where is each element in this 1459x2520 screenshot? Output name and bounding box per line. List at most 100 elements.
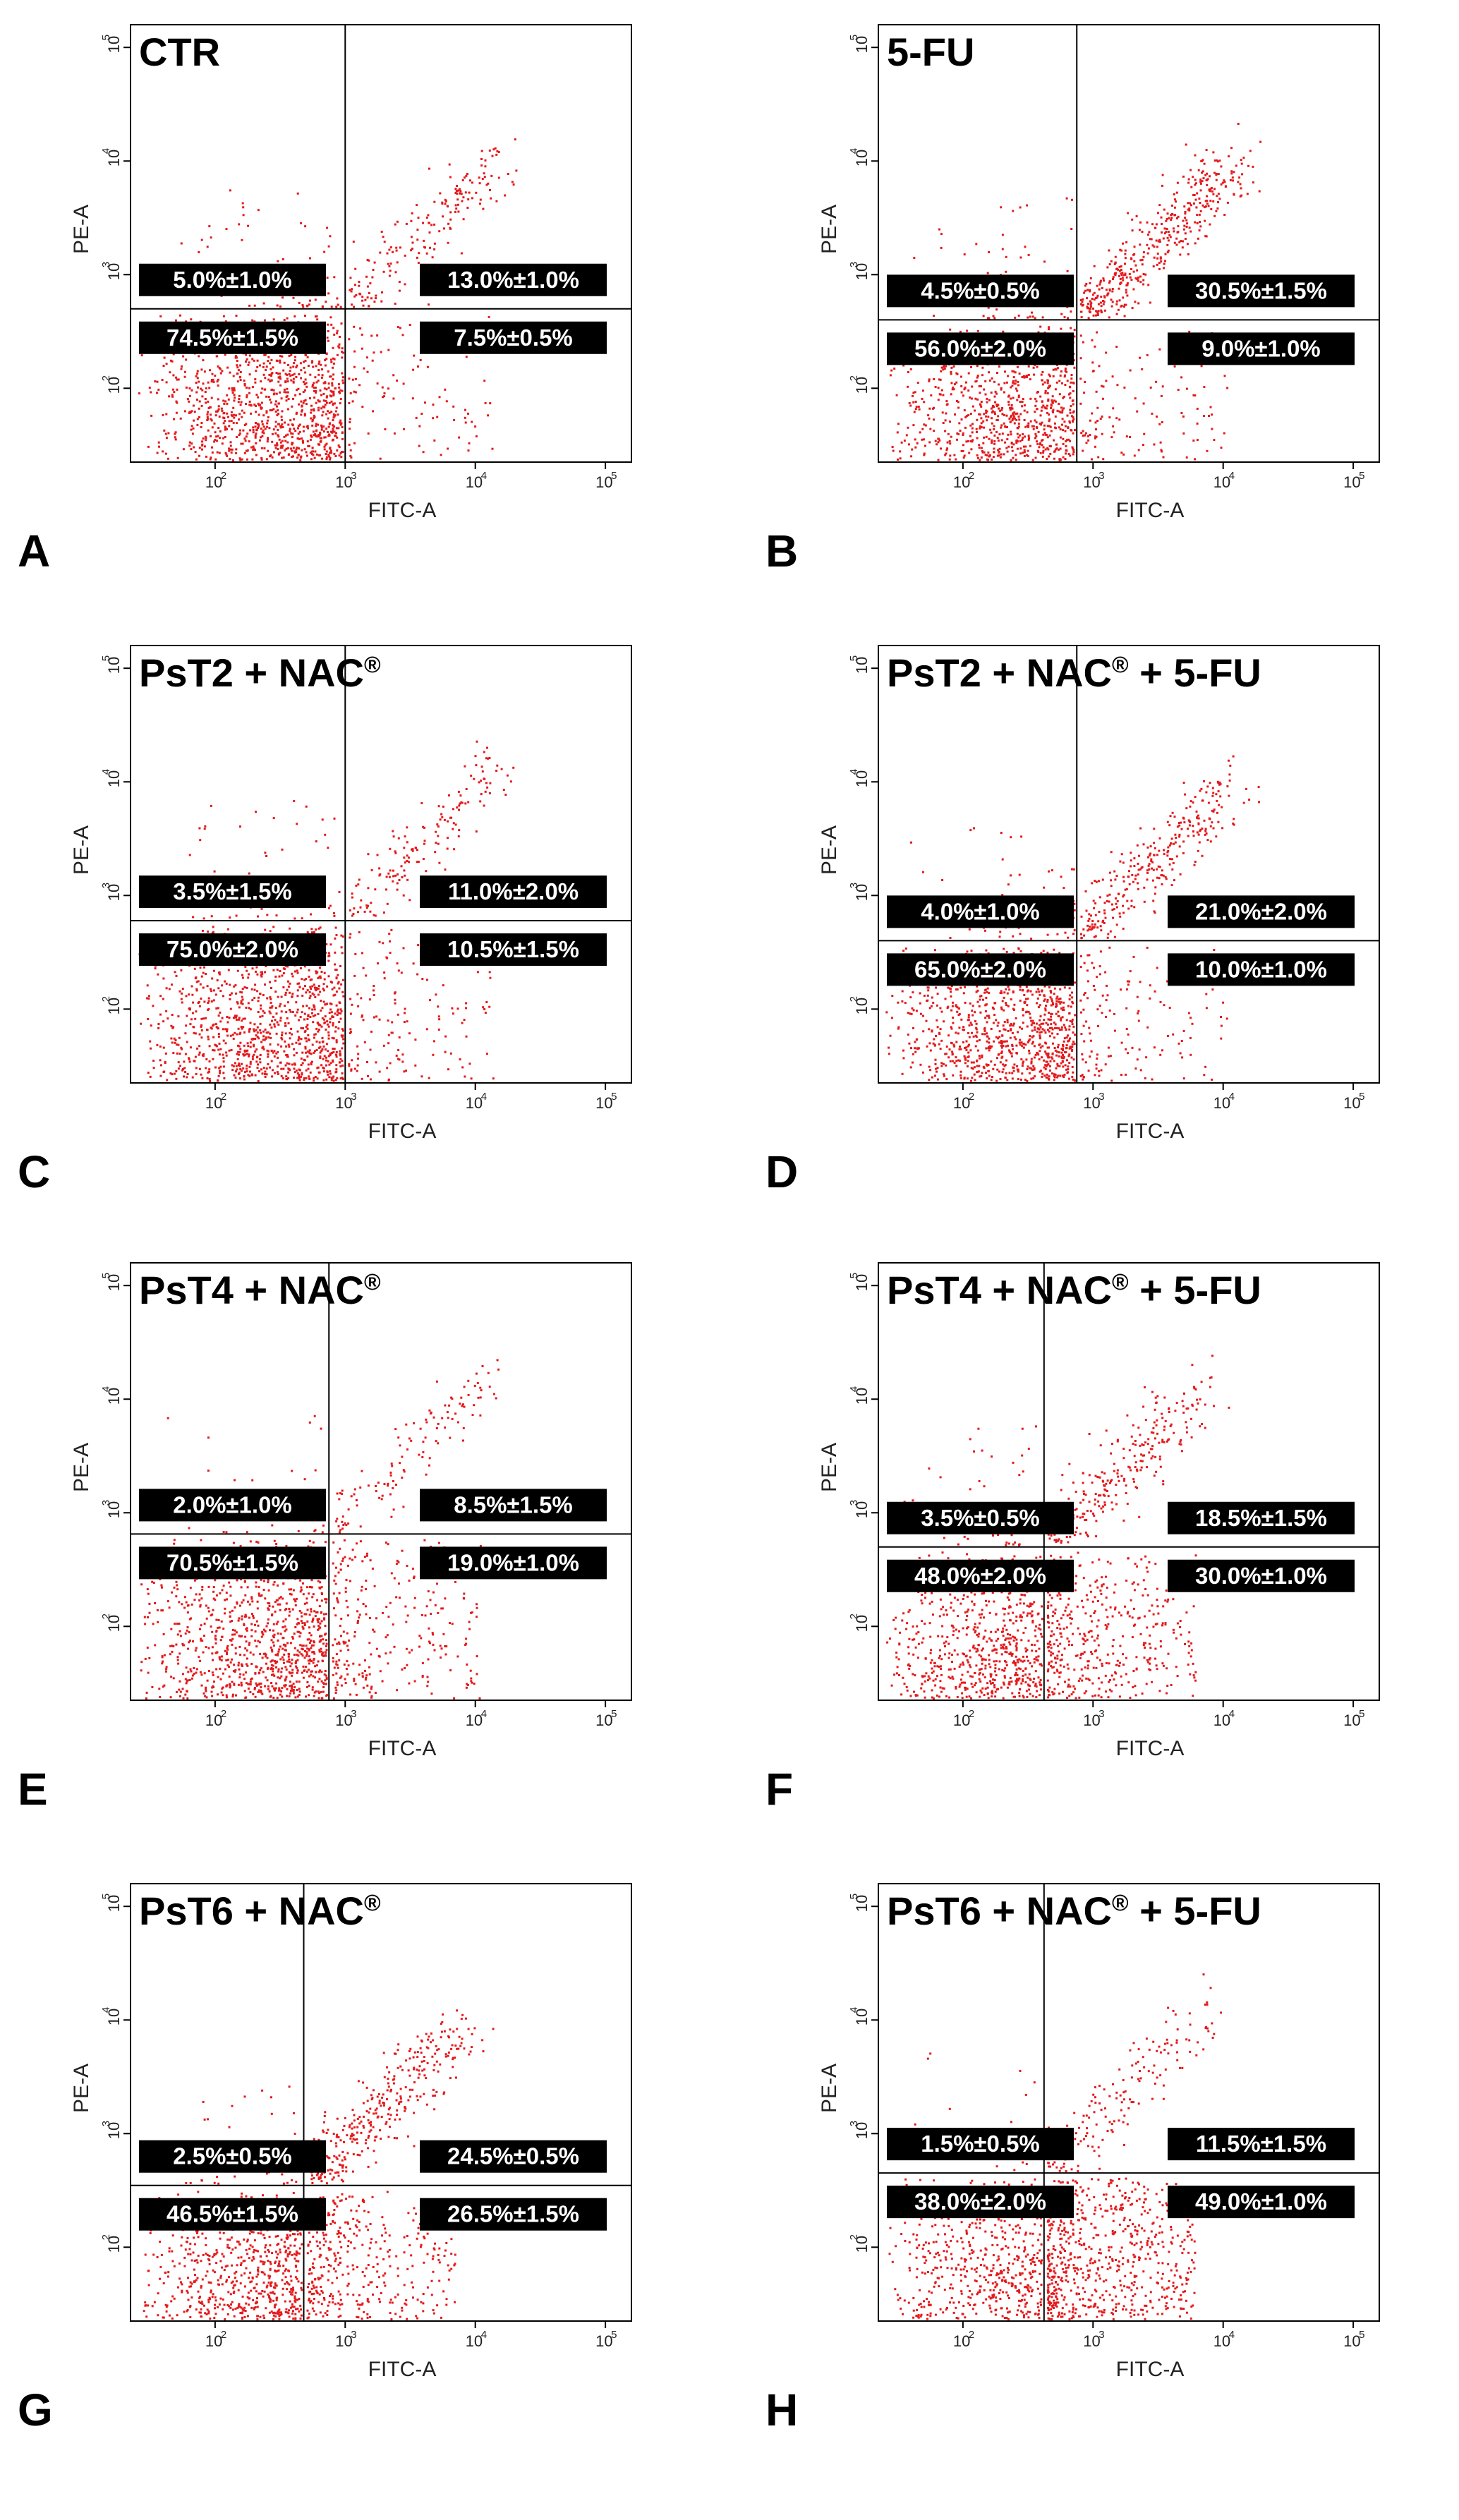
scatter-point xyxy=(1087,303,1089,305)
scatter-point xyxy=(433,439,436,442)
scatter-point xyxy=(338,386,341,389)
scatter-point xyxy=(992,1022,995,1024)
scatter-point xyxy=(504,794,507,796)
scatter-point xyxy=(222,422,225,425)
scatter-point xyxy=(334,1079,337,1082)
scatter-point xyxy=(968,452,971,454)
scatter-point xyxy=(1065,1047,1067,1050)
scatter-point xyxy=(330,1002,333,1005)
scatter-point xyxy=(448,163,451,166)
scatter-point xyxy=(965,1048,968,1051)
scatter-point xyxy=(478,176,480,179)
scatter-point xyxy=(298,447,301,450)
scatter-point xyxy=(963,1055,966,1058)
scatter-point xyxy=(291,442,294,444)
scatter-point xyxy=(1089,419,1091,422)
scatter-point xyxy=(1043,994,1046,997)
scatter-point xyxy=(239,1067,242,1070)
scatter-point xyxy=(418,252,420,255)
scatter-point xyxy=(1187,208,1189,211)
scatter-point xyxy=(387,872,390,875)
scatter-point xyxy=(916,1038,919,1041)
scatter-point xyxy=(164,432,167,435)
scatter-point xyxy=(1095,390,1098,393)
scatter-point xyxy=(497,176,500,179)
scatter-point xyxy=(331,384,334,387)
scatter-point xyxy=(1117,308,1120,311)
scatter-point xyxy=(1196,407,1199,410)
scatter-point xyxy=(376,854,379,856)
scatter-point xyxy=(1148,231,1151,234)
scatter-point xyxy=(928,1065,931,1068)
scatter-point xyxy=(998,1030,1001,1033)
scatter-point xyxy=(993,425,995,428)
scatter-point xyxy=(337,444,340,447)
scatter-point xyxy=(313,456,316,459)
scatter-point xyxy=(324,1021,326,1024)
scatter-point xyxy=(295,448,298,451)
scatter-point xyxy=(940,1065,943,1067)
scatter-point xyxy=(976,398,979,401)
scatter-point xyxy=(204,391,207,393)
scatter-point xyxy=(261,1046,264,1049)
scatter-point xyxy=(241,1062,243,1065)
scatter-point xyxy=(313,387,315,389)
scatter-point xyxy=(318,443,321,446)
scatter-point xyxy=(464,802,467,805)
scatter-point xyxy=(262,1048,265,1050)
scatter-point xyxy=(993,1063,996,1066)
scatter-point xyxy=(308,997,311,1000)
scatter-point xyxy=(984,454,987,456)
scatter-point xyxy=(951,1050,954,1053)
scatter-point xyxy=(950,382,953,384)
scatter-point xyxy=(393,992,396,995)
scatter-point xyxy=(988,437,991,440)
scatter-point xyxy=(1021,405,1024,408)
scatter-point xyxy=(1056,409,1059,412)
scatter-point xyxy=(497,151,500,153)
scatter-point xyxy=(1079,334,1082,337)
scatter-point xyxy=(971,1010,974,1012)
scatter-point xyxy=(218,367,221,370)
scatter-point xyxy=(200,1073,202,1076)
scatter-point xyxy=(1034,456,1037,459)
scatter-point xyxy=(1003,391,1005,394)
scatter-point xyxy=(1141,231,1144,233)
scatter-point xyxy=(341,1028,344,1031)
scatter-point xyxy=(265,410,268,413)
scatter-point xyxy=(280,418,283,421)
scatter-point xyxy=(934,949,936,952)
scatter-point xyxy=(936,1026,939,1029)
scatter-point xyxy=(965,1040,968,1043)
scatter-point xyxy=(1188,209,1191,212)
scatter-point xyxy=(1216,207,1219,210)
scatter-point xyxy=(279,441,282,444)
scatter-point xyxy=(404,1012,406,1014)
scatter-point xyxy=(1000,1044,1003,1047)
scatter-point xyxy=(944,998,947,1000)
scatter-point xyxy=(407,856,410,859)
scatter-point xyxy=(396,888,399,891)
scatter-point xyxy=(159,1013,162,1016)
scatter-point xyxy=(279,1002,282,1005)
scatter-point xyxy=(301,1051,304,1054)
scatter-point xyxy=(1090,302,1093,305)
scatter-point xyxy=(317,406,320,409)
scatter-point xyxy=(267,449,270,452)
scatter-point xyxy=(1173,214,1176,217)
scatter-point xyxy=(174,971,176,974)
scatter-point xyxy=(1144,273,1147,276)
scatter-point xyxy=(277,1043,279,1046)
scatter-point xyxy=(966,329,969,332)
scatter-point xyxy=(964,416,967,418)
scatter-point xyxy=(262,994,265,996)
scatter-point xyxy=(222,315,225,317)
scatter-point xyxy=(201,444,204,447)
scatter-point xyxy=(1051,1012,1053,1015)
scatter-point xyxy=(269,1023,272,1026)
scatter-point xyxy=(461,1022,464,1024)
scatter-point xyxy=(257,915,259,918)
scatter-point xyxy=(445,400,448,403)
scatter-point xyxy=(1126,294,1129,297)
scatter-point xyxy=(253,304,256,307)
